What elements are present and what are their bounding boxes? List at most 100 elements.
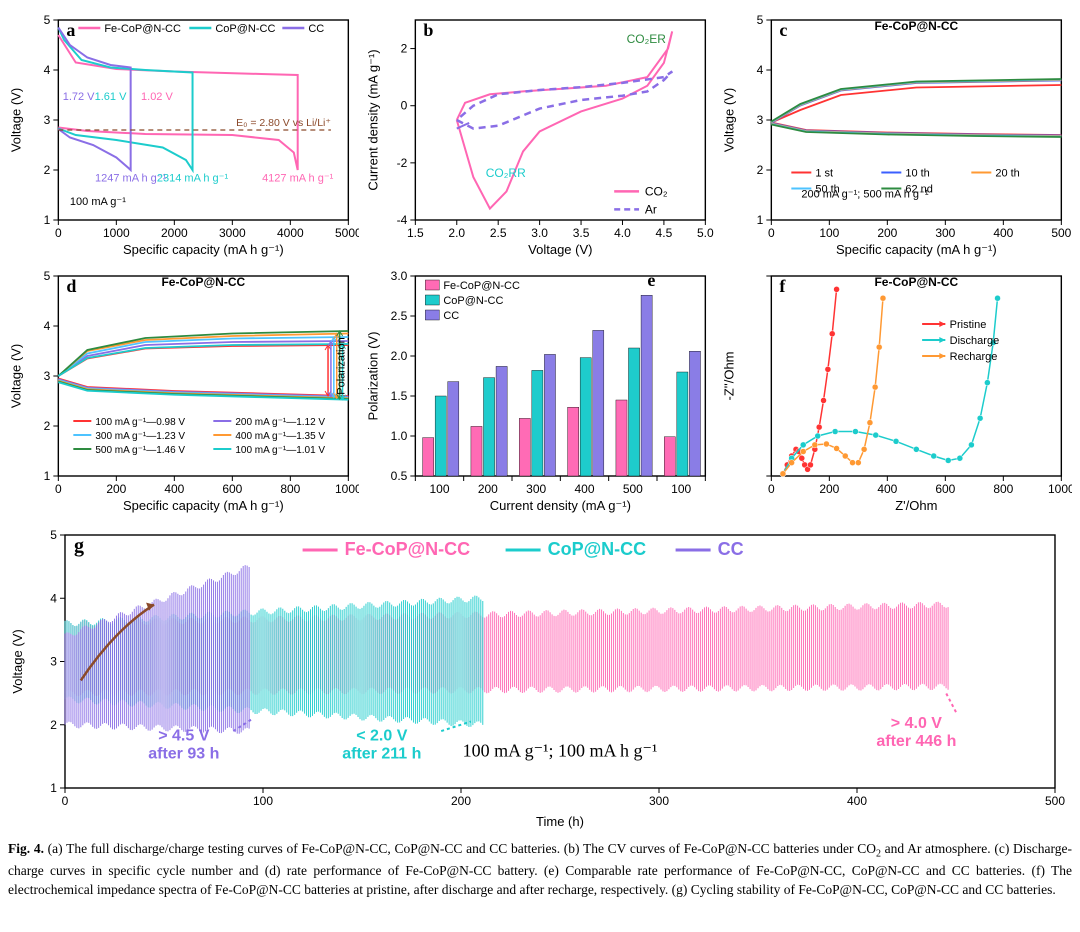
svg-text:E₀ = 2.80 V vs Li/Li⁺: E₀ = 2.80 V vs Li/Li⁺ bbox=[236, 117, 331, 129]
svg-text:CoP@N-CC: CoP@N-CC bbox=[443, 295, 503, 307]
svg-text:5: 5 bbox=[50, 528, 57, 542]
svg-text:1.5: 1.5 bbox=[407, 226, 424, 240]
svg-text:200: 200 bbox=[106, 482, 126, 496]
svg-text:100: 100 bbox=[429, 482, 449, 496]
svg-text:400: 400 bbox=[164, 482, 184, 496]
svg-text:d: d bbox=[66, 276, 76, 296]
svg-text:Ar: Ar bbox=[645, 202, 657, 216]
svg-text:a: a bbox=[66, 20, 75, 40]
svg-text:0: 0 bbox=[62, 794, 69, 808]
svg-text:800: 800 bbox=[280, 482, 300, 496]
svg-text:> 4.5 V: > 4.5 V bbox=[158, 728, 209, 745]
svg-text:400: 400 bbox=[574, 482, 594, 496]
svg-text:4: 4 bbox=[44, 63, 51, 77]
svg-text:300 mA g⁻¹—1.23 V: 300 mA g⁻¹—1.23 V bbox=[95, 431, 185, 442]
svg-text:Voltage (V): Voltage (V) bbox=[10, 629, 25, 693]
panel-g: 010020030040050012345Time (h)Voltage (V)… bbox=[8, 520, 1072, 830]
svg-text:400: 400 bbox=[847, 794, 867, 808]
svg-text:1 st: 1 st bbox=[816, 168, 834, 180]
svg-text:3.0: 3.0 bbox=[390, 269, 407, 283]
svg-text:Current density (mA g⁻¹): Current density (mA g⁻¹) bbox=[365, 49, 380, 190]
svg-text:400: 400 bbox=[994, 226, 1014, 240]
svg-text:3: 3 bbox=[44, 369, 51, 383]
svg-text:4: 4 bbox=[757, 63, 764, 77]
svg-text:CC: CC bbox=[308, 23, 324, 35]
svg-text:Voltage (V): Voltage (V) bbox=[8, 88, 23, 152]
svg-text:4127 mA h g⁻¹: 4127 mA h g⁻¹ bbox=[262, 173, 334, 185]
svg-text:4: 4 bbox=[44, 319, 51, 333]
svg-text:1.61 V: 1.61 V bbox=[95, 91, 127, 103]
figure-label: Fig. 4. bbox=[8, 841, 44, 856]
svg-text:100 mA g⁻¹: 100 mA g⁻¹ bbox=[70, 196, 126, 208]
svg-text:> 4.0 V: > 4.0 V bbox=[891, 715, 942, 732]
svg-text:CO₂: CO₂ bbox=[645, 184, 668, 198]
panel-a: 01000200030004000500012345Specific capac… bbox=[8, 8, 359, 258]
svg-text:4: 4 bbox=[50, 591, 57, 605]
svg-text:Current density (mA g⁻¹): Current density (mA g⁻¹) bbox=[489, 498, 630, 513]
svg-text:-Z''/Ohm: -Z''/Ohm bbox=[722, 351, 737, 400]
svg-text:300: 300 bbox=[526, 482, 546, 496]
svg-text:100: 100 bbox=[253, 794, 273, 808]
svg-text:5: 5 bbox=[44, 269, 51, 283]
svg-text:0: 0 bbox=[768, 226, 775, 240]
svg-text:20 th: 20 th bbox=[996, 168, 1020, 180]
svg-text:2: 2 bbox=[44, 419, 51, 433]
svg-text:10 th: 10 th bbox=[906, 168, 930, 180]
svg-text:3: 3 bbox=[50, 655, 57, 669]
svg-text:500: 500 bbox=[1052, 226, 1072, 240]
svg-text:2314 mA h g⁻¹: 2314 mA h g⁻¹ bbox=[157, 173, 229, 185]
svg-text:100 mA g⁻¹—0.98 V: 100 mA g⁻¹—0.98 V bbox=[95, 417, 185, 428]
svg-text:2.0: 2.0 bbox=[448, 226, 465, 240]
svg-text:Fe-CoP@N-CC: Fe-CoP@N-CC bbox=[875, 275, 959, 289]
svg-text:2000: 2000 bbox=[161, 226, 188, 240]
svg-text:1: 1 bbox=[44, 469, 51, 483]
svg-text:Time (h): Time (h) bbox=[536, 814, 584, 829]
svg-text:4.0: 4.0 bbox=[614, 226, 631, 240]
svg-text:c: c bbox=[780, 20, 788, 40]
svg-text:300: 300 bbox=[649, 794, 669, 808]
svg-text:Z'/Ohm: Z'/Ohm bbox=[896, 498, 938, 513]
svg-text:after 446 h: after 446 h bbox=[876, 733, 956, 750]
svg-text:4000: 4000 bbox=[277, 226, 304, 240]
svg-text:1000: 1000 bbox=[335, 482, 359, 496]
svg-text:Fe-CoP@N-CC: Fe-CoP@N-CC bbox=[104, 23, 181, 35]
svg-text:Recharge: Recharge bbox=[950, 351, 998, 363]
svg-text:200 mA g⁻¹; 500 mA h g⁻¹: 200 mA g⁻¹; 500 mA h g⁻¹ bbox=[802, 189, 930, 201]
svg-text:e: e bbox=[647, 270, 655, 290]
svg-text:300: 300 bbox=[936, 226, 956, 240]
svg-text:Fe-CoP@N-CC: Fe-CoP@N-CC bbox=[443, 280, 520, 292]
svg-text:0: 0 bbox=[55, 226, 62, 240]
svg-text:0: 0 bbox=[400, 99, 407, 113]
svg-text:200: 200 bbox=[451, 794, 471, 808]
svg-text:800: 800 bbox=[994, 482, 1014, 496]
svg-text:1: 1 bbox=[44, 213, 51, 227]
svg-text:200: 200 bbox=[820, 482, 840, 496]
svg-text:f: f bbox=[780, 276, 787, 296]
svg-text:Specific capacity (mA h g⁻¹): Specific capacity (mA h g⁻¹) bbox=[123, 242, 284, 257]
svg-text:0.5: 0.5 bbox=[390, 469, 407, 483]
svg-text:2: 2 bbox=[44, 163, 51, 177]
svg-text:200 mA g⁻¹—1.12 V: 200 mA g⁻¹—1.12 V bbox=[235, 417, 325, 428]
svg-text:600: 600 bbox=[222, 482, 242, 496]
svg-text:100: 100 bbox=[671, 482, 691, 496]
svg-text:3.5: 3.5 bbox=[572, 226, 589, 240]
panel-e: 0.51.01.52.02.53.0Current density (mA g⁻… bbox=[365, 264, 716, 514]
svg-text:CC: CC bbox=[718, 539, 744, 559]
svg-text:2.5: 2.5 bbox=[390, 309, 407, 323]
svg-text:Fe-CoP@N-CC: Fe-CoP@N-CC bbox=[345, 539, 471, 559]
svg-text:b: b bbox=[423, 20, 433, 40]
svg-text:400: 400 bbox=[878, 482, 898, 496]
caption-text-1: (a) The full discharge/charge testing cu… bbox=[44, 841, 876, 856]
svg-text:200: 200 bbox=[878, 226, 898, 240]
svg-text:g: g bbox=[74, 535, 84, 557]
svg-text:CO₂RR: CO₂RR bbox=[485, 166, 525, 180]
svg-text:Voltage (V): Voltage (V) bbox=[8, 344, 23, 408]
svg-text:600: 600 bbox=[936, 482, 956, 496]
svg-text:Specific capacity (mA h g⁻¹): Specific capacity (mA h g⁻¹) bbox=[836, 242, 997, 257]
svg-text:3: 3 bbox=[44, 113, 51, 127]
svg-text:500: 500 bbox=[1045, 794, 1065, 808]
svg-text:100 mA g⁻¹; 100 mA h g⁻¹: 100 mA g⁻¹; 100 mA h g⁻¹ bbox=[463, 740, 658, 760]
svg-text:2.5: 2.5 bbox=[490, 226, 507, 240]
svg-text:0: 0 bbox=[768, 482, 775, 496]
svg-text:Discharge: Discharge bbox=[950, 335, 1000, 347]
